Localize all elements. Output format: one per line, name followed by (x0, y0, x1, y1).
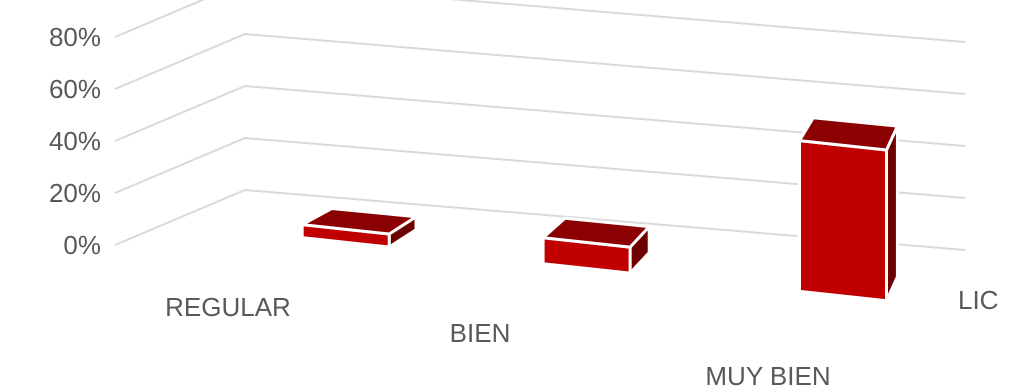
y-tick-label: 60% (49, 74, 101, 104)
y-axis-ticks: 0% 20% 40% 60% 80% (49, 22, 101, 260)
gridline (114, 32, 966, 95)
bars (300, 116, 899, 303)
gridlines (114, 0, 966, 251)
y-tick-label: 0% (63, 230, 101, 260)
category-label: BIEN (450, 318, 511, 348)
gridline (114, 188, 966, 251)
gridline (114, 84, 966, 147)
bar (798, 116, 899, 303)
bar-top-face (541, 216, 651, 249)
bar-top-face (798, 116, 899, 152)
category-label: REGULAR (165, 292, 291, 322)
bar (541, 216, 651, 275)
bar-top-face (300, 207, 418, 236)
bar-side-face (885, 124, 899, 303)
y-tick-label: 80% (49, 22, 101, 52)
x-axis-categories: REGULAR BIEN MUY BIEN (165, 292, 830, 389)
series-label: LIC (958, 285, 998, 315)
category-label: MUY BIEN (705, 361, 830, 389)
y-tick-label: 40% (49, 126, 101, 156)
gridline (114, 0, 966, 43)
gridline (114, 136, 966, 199)
bar-front-face (798, 139, 888, 303)
y-tick-label: 20% (49, 178, 101, 208)
bar (300, 207, 418, 249)
